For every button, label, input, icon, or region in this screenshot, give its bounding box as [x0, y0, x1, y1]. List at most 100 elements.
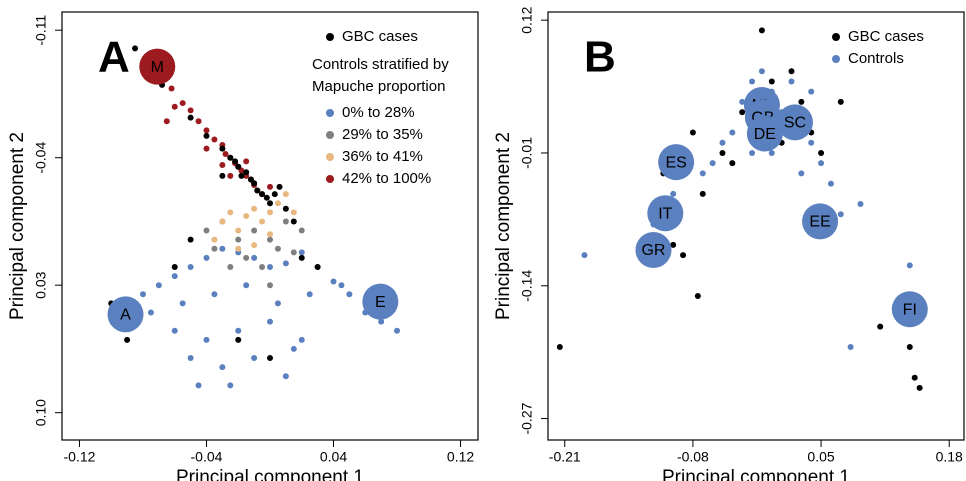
legend-label: 36% to 41% [342, 148, 423, 165]
x-tick-label: 0.05 [807, 449, 834, 465]
data-point [857, 201, 864, 208]
data-point [267, 318, 273, 325]
reference-marker [107, 296, 144, 333]
data-point [219, 161, 226, 168]
data-point [259, 191, 266, 198]
data-point [179, 300, 186, 307]
y-tick-label: -0.27 [519, 402, 535, 434]
legend-label: 0% to 28% [342, 104, 415, 121]
reference-label: GR [641, 242, 665, 259]
legend-label: 42% to 100% [342, 170, 431, 187]
data-point [719, 149, 726, 156]
reference-label: A [120, 307, 131, 324]
data-point [267, 355, 273, 362]
data-point [276, 183, 283, 190]
data-point [243, 158, 250, 165]
data-point [203, 227, 210, 234]
data-point [251, 205, 258, 212]
data-point [749, 149, 756, 156]
data-point [298, 254, 305, 261]
data-point [251, 355, 258, 362]
data-point [556, 344, 563, 351]
reference-marker [362, 283, 399, 320]
data-point [222, 151, 229, 158]
data-point [699, 170, 706, 177]
data-point [251, 180, 258, 187]
reference-marker [802, 203, 839, 240]
data-point [235, 227, 242, 234]
data-point [219, 218, 226, 225]
data-point [251, 254, 258, 261]
legend-marker [326, 153, 334, 161]
data-point [235, 163, 242, 170]
data-point [187, 355, 194, 362]
data-point [238, 172, 245, 179]
data-point [227, 172, 234, 179]
reference-label: ES [665, 154, 686, 171]
data-point [263, 194, 270, 201]
data-point [818, 149, 825, 156]
plot-frame [61, 11, 479, 441]
data-point [147, 309, 154, 316]
x-axis-title: Principal component 1 [662, 467, 850, 481]
data-point [251, 242, 258, 249]
reference-marker [658, 144, 695, 181]
data-point [232, 158, 239, 165]
data-point [788, 78, 795, 85]
data-point [282, 218, 289, 225]
data-point [219, 364, 226, 371]
data-point [906, 344, 913, 351]
plot-frame [547, 11, 965, 441]
data-point [808, 139, 815, 146]
data-point [195, 118, 202, 125]
data-point [211, 291, 218, 298]
data-point [227, 263, 234, 270]
panel-label: B [584, 33, 616, 82]
data-point [699, 190, 706, 197]
data-point [298, 336, 305, 343]
reference-marker [635, 232, 672, 269]
data-point [818, 160, 825, 167]
data-point [581, 252, 588, 259]
data-point [227, 209, 234, 216]
data-point [267, 183, 273, 190]
reference-label: FI [903, 301, 917, 318]
data-point [827, 180, 834, 187]
x-axis-title: Principal component 1 [176, 467, 364, 481]
data-point [235, 336, 242, 343]
data-point [139, 291, 146, 298]
x-tick-label: -0.04 [191, 449, 223, 465]
data-point [274, 300, 281, 307]
data-point [267, 231, 273, 238]
legend-label: GBC cases [848, 28, 924, 45]
data-point [847, 344, 854, 351]
data-point [739, 109, 746, 116]
data-point [227, 382, 234, 389]
data-point [808, 88, 815, 95]
data-point [729, 160, 736, 167]
data-point [227, 154, 234, 161]
legend-label: 29% to 35% [342, 126, 423, 143]
legend-label: GBC cases [342, 28, 418, 45]
legend-marker [326, 131, 334, 139]
data-point [219, 172, 226, 179]
data-point [680, 252, 687, 259]
panel-label: A [98, 33, 130, 82]
data-point [243, 282, 250, 289]
y-axis-title: Principal component 2 [493, 132, 514, 320]
data-point [394, 327, 401, 334]
y-tick-label: -0.01 [519, 137, 535, 169]
data-point [132, 45, 139, 52]
data-point [768, 149, 775, 156]
reference-marker [776, 104, 813, 141]
reference-marker [139, 48, 176, 85]
data-point [729, 129, 736, 136]
data-point [187, 236, 194, 243]
data-point [211, 236, 218, 243]
data-point [254, 187, 261, 194]
data-point [171, 273, 178, 280]
data-point [282, 373, 289, 380]
reference-label: M [151, 59, 164, 76]
data-point [171, 103, 178, 110]
